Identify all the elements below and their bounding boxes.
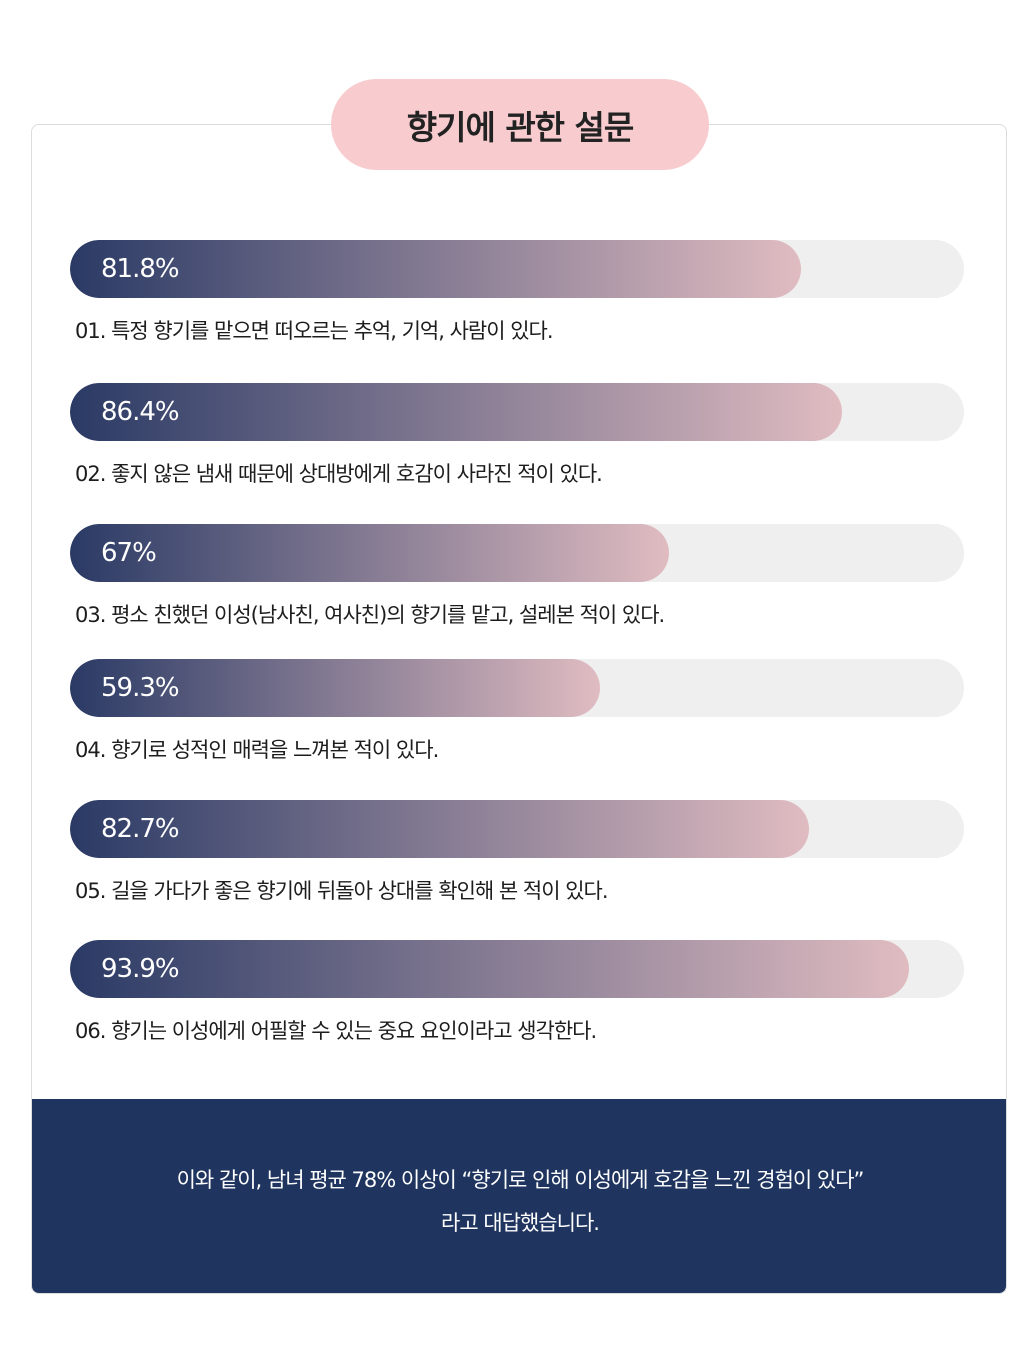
progress-fill <box>70 800 810 858</box>
percent-label: 81.8% <box>101 254 180 284</box>
progress-track: 59.3% <box>70 659 964 717</box>
progress-track: 82.7% <box>70 800 964 858</box>
question-text: 06. 향기는 이성에게 어필할 수 있는 중요 요인이라고 생각한다. <box>75 1019 597 1043</box>
progress-track: 67% <box>70 524 964 582</box>
percent-label: 86.4% <box>101 397 180 427</box>
question-text: 01. 특정 향기를 맡으면 떠오르는 추억, 기억, 사람이 있다. <box>75 319 554 343</box>
question-text: 02. 좋지 않은 냄새 때문에 상대방에게 호감이 사라진 적이 있다. <box>75 462 603 486</box>
percent-label: 93.9% <box>101 954 180 984</box>
question-text: 05. 길을 가다가 좋은 향기에 뒤돌아 상대를 확인해 본 적이 있다. <box>75 879 609 903</box>
summary-footer: 이와 같이, 남녀 평균 78% 이상이 “향기로 인해 이성에게 호감을 느낀… <box>32 1099 1006 1293</box>
progress-track: 93.9% <box>70 940 964 998</box>
percent-label: 59.3% <box>101 673 180 703</box>
progress-fill <box>70 240 802 298</box>
progress-track: 86.4% <box>70 383 964 441</box>
question-text: 04. 향기로 성적인 매력을 느껴본 적이 있다. <box>75 738 439 762</box>
survey-item-3: 67% 03. 평소 친했던 이성(남사친, 여사친)의 향기를 맡고, 설레본… <box>70 524 964 629</box>
question-text: 03. 평소 친했던 이성(남사친, 여사친)의 향기를 맡고, 설레본 적이 … <box>75 603 665 627</box>
progress-fill <box>70 383 843 441</box>
survey-item-5: 82.7% 05. 길을 가다가 좋은 향기에 뒤돌아 상대를 확인해 본 적이… <box>70 800 964 905</box>
survey-item-2: 86.4% 02. 좋지 않은 냄새 때문에 상대방에게 호감이 사라진 적이 … <box>70 383 964 488</box>
percent-label: 82.7% <box>101 814 180 844</box>
summary-line-1: 이와 같이, 남녀 평균 78% 이상이 “향기로 인해 이성에게 호감을 느낀… <box>176 1168 865 1192</box>
summary-line-2: 라고 대답했습니다. <box>441 1211 600 1235</box>
percent-label: 67% <box>101 538 157 568</box>
progress-fill <box>70 940 910 998</box>
survey-item-1: 81.8% 01. 특정 향기를 맡으면 떠오르는 추억, 기억, 사람이 있다… <box>70 240 964 345</box>
progress-fill <box>70 659 601 717</box>
survey-item-4: 59.3% 04. 향기로 성적인 매력을 느껴본 적이 있다. <box>70 659 964 764</box>
survey-title: 향기에 관한 설문 <box>331 79 709 170</box>
progress-fill <box>70 524 669 582</box>
survey-item-6: 93.9% 06. 향기는 이성에게 어필할 수 있는 중요 요인이라고 생각한… <box>70 940 964 1045</box>
progress-track: 81.8% <box>70 240 964 298</box>
